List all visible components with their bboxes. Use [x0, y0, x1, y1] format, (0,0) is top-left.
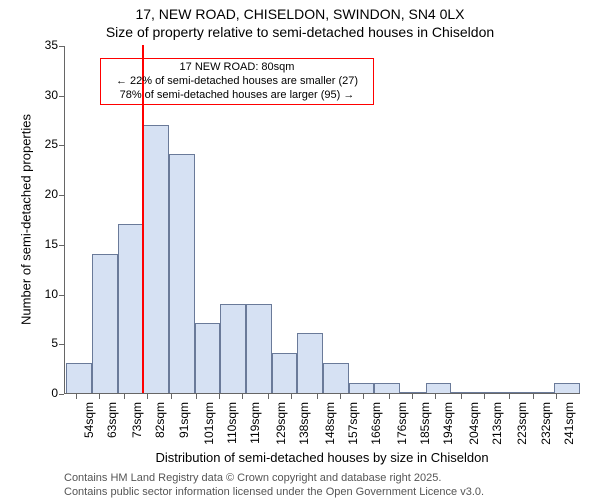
x-axis-label: Distribution of semi-detached houses by … — [64, 450, 580, 465]
x-tick-label: 185sqm — [418, 402, 432, 448]
x-tick-label: 241sqm — [562, 402, 576, 448]
y-axis-label: Number of semi-detached properties — [19, 90, 34, 350]
x-tick-mark — [317, 394, 318, 399]
x-tick-mark — [556, 394, 557, 399]
x-tick-label: 54sqm — [82, 402, 96, 448]
histogram-bar — [503, 392, 529, 393]
x-tick-label: 73sqm — [130, 402, 144, 448]
y-tick-mark — [59, 96, 64, 97]
y-tick-label: 35 — [28, 38, 58, 52]
histogram-bar — [143, 125, 169, 393]
x-tick-label: 101sqm — [202, 402, 216, 448]
annotation-larger: 78% of semi-detached houses are larger (… — [107, 89, 367, 103]
chart-title-line2: Size of property relative to semi-detach… — [0, 24, 600, 40]
property-annotation-box: 17 NEW ROAD: 80sqm ← 22% of semi-detache… — [100, 58, 374, 105]
y-tick-mark — [59, 145, 64, 146]
x-tick-mark — [242, 394, 243, 399]
x-tick-label: 91sqm — [177, 402, 191, 448]
histogram-bar — [118, 224, 144, 393]
histogram-bar — [272, 353, 298, 393]
chart-title-line1: 17, NEW ROAD, CHISELDON, SWINDON, SN4 0L… — [0, 6, 600, 22]
x-tick-label: 138sqm — [297, 402, 311, 448]
x-tick-mark — [533, 394, 534, 399]
y-tick-label: 5 — [28, 336, 58, 350]
x-tick-label: 82sqm — [153, 402, 167, 448]
x-tick-mark — [196, 394, 197, 399]
x-tick-label: 148sqm — [323, 402, 337, 448]
y-tick-mark — [59, 46, 64, 47]
histogram-bar — [528, 392, 554, 393]
x-tick-mark — [124, 394, 125, 399]
x-tick-label: 194sqm — [441, 402, 455, 448]
histogram-bar — [477, 392, 503, 393]
x-tick-mark — [340, 394, 341, 399]
x-tick-mark — [509, 394, 510, 399]
y-tick-label: 10 — [28, 287, 58, 301]
y-tick-label: 15 — [28, 237, 58, 251]
x-tick-label: 166sqm — [369, 402, 383, 448]
footer-copyright-line1: Contains HM Land Registry data © Crown c… — [64, 472, 441, 484]
x-tick-label: 204sqm — [467, 402, 481, 448]
property-size-histogram: 17, NEW ROAD, CHISELDON, SWINDON, SN4 0L… — [0, 0, 600, 500]
histogram-bar — [400, 392, 426, 393]
x-tick-mark — [461, 394, 462, 399]
x-tick-label: 176sqm — [395, 402, 409, 448]
histogram-bar — [323, 363, 349, 393]
x-tick-label: 157sqm — [346, 402, 360, 448]
x-tick-label: 129sqm — [274, 402, 288, 448]
x-tick-mark — [435, 394, 436, 399]
x-tick-mark — [171, 394, 172, 399]
x-tick-mark — [99, 394, 100, 399]
x-tick-mark — [219, 394, 220, 399]
histogram-bar — [349, 383, 375, 393]
y-tick-mark — [59, 344, 64, 345]
y-tick-mark — [59, 245, 64, 246]
x-tick-label: 223sqm — [515, 402, 529, 448]
y-tick-label: 30 — [28, 88, 58, 102]
x-tick-mark — [484, 394, 485, 399]
histogram-bar — [220, 304, 246, 393]
footer-copyright-line2: Contains public sector information licen… — [64, 486, 484, 498]
annotation-title: 17 NEW ROAD: 80sqm — [107, 61, 367, 75]
x-tick-mark — [412, 394, 413, 399]
x-tick-mark — [291, 394, 292, 399]
x-tick-mark — [363, 394, 364, 399]
y-tick-label: 0 — [28, 386, 58, 400]
x-tick-label: 63sqm — [105, 402, 119, 448]
x-tick-label: 119sqm — [248, 402, 262, 448]
x-tick-mark — [76, 394, 77, 399]
histogram-bar — [426, 383, 452, 393]
histogram-bar — [297, 333, 323, 393]
histogram-bar — [451, 392, 477, 393]
y-tick-label: 20 — [28, 187, 58, 201]
histogram-bar — [66, 363, 92, 393]
x-tick-mark — [147, 394, 148, 399]
y-tick-label: 25 — [28, 137, 58, 151]
annotation-smaller: ← 22% of semi-detached houses are smalle… — [107, 75, 367, 89]
x-tick-label: 110sqm — [225, 402, 239, 448]
x-tick-label: 232sqm — [539, 402, 553, 448]
y-tick-mark — [59, 295, 64, 296]
y-tick-mark — [59, 394, 64, 395]
histogram-bar — [374, 383, 400, 393]
x-tick-mark — [268, 394, 269, 399]
x-tick-mark — [389, 394, 390, 399]
histogram-bar — [169, 154, 195, 393]
histogram-bar — [195, 323, 221, 393]
histogram-bar — [246, 304, 272, 393]
y-tick-mark — [59, 195, 64, 196]
histogram-bar — [92, 254, 118, 393]
x-tick-label: 213sqm — [490, 402, 504, 448]
histogram-bar — [554, 383, 580, 393]
